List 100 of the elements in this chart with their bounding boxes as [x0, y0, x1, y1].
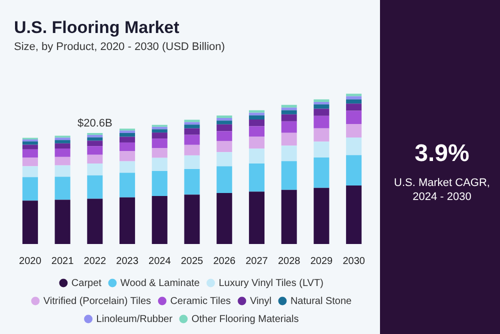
bar: [346, 96, 362, 100]
legend-label: Ceramic Tiles: [170, 296, 231, 307]
x-tick-label: 2025: [180, 256, 204, 267]
bar: [248, 148, 264, 164]
bar: [54, 148, 70, 157]
bar: [281, 121, 297, 133]
bar: [54, 176, 70, 200]
text: 3.9%: [414, 140, 470, 168]
bar: [120, 172, 136, 198]
bar: [184, 155, 200, 169]
bar: [248, 115, 264, 120]
bar: [54, 140, 70, 144]
bar: [87, 134, 103, 138]
bar: [281, 161, 297, 190]
bar: [120, 197, 136, 244]
bar: [152, 196, 168, 244]
bar: [248, 164, 264, 192]
chart-title: U.S. Flooring Market: [14, 18, 180, 37]
x-tick-label: 2021: [51, 256, 74, 267]
x-tick-label: 2027: [246, 256, 268, 267]
bar: [184, 124, 200, 128]
bar: [314, 128, 330, 142]
bar: [346, 104, 362, 111]
bar: [120, 133, 136, 137]
bar: [216, 124, 232, 132]
bar: [281, 104, 297, 108]
bar: [87, 198, 103, 244]
bar: [281, 132, 297, 146]
bar: [346, 155, 362, 186]
bar: [216, 120, 232, 124]
bar: [87, 175, 103, 199]
bar: [248, 192, 264, 244]
bar: [216, 118, 232, 121]
bar: [281, 108, 297, 110]
bar: [22, 144, 38, 150]
bar: [87, 154, 103, 164]
bar: [120, 130, 136, 134]
bar: [22, 141, 38, 145]
x-tick-label: 2028: [278, 256, 301, 267]
bar: [54, 200, 70, 244]
bar: [22, 158, 38, 166]
legend-label: Vinyl: [250, 296, 272, 307]
bar: [314, 188, 330, 244]
legend-label: Other Flooring Materials: [191, 314, 299, 325]
bar: [248, 126, 264, 137]
chart-subtitle: Size, by Product, 2020 - 2030 (USD Billion): [14, 41, 225, 54]
bar: [281, 110, 297, 114]
bar: [22, 200, 38, 244]
x-tick-label: 2030: [342, 256, 366, 267]
bar: [54, 156, 70, 166]
bar: [184, 194, 200, 244]
bar: [346, 185, 362, 244]
x-tick-label: 2024: [148, 256, 172, 267]
bar: [152, 129, 168, 133]
bar: [184, 144, 200, 156]
bar: [216, 193, 232, 244]
legend-label: Linoleum/Rubber: [96, 314, 174, 325]
legend-label: Vitrified (Porcelain) Tiles: [43, 296, 152, 307]
legend-label: Natural Stone: [290, 296, 352, 307]
bar: [152, 158, 168, 172]
bar: [314, 158, 330, 188]
legend-label: Wood & Laminate: [120, 278, 200, 289]
x-tick-label: 2029: [310, 256, 334, 267]
bar: [346, 110, 362, 124]
bar: [22, 177, 38, 201]
bar: [54, 138, 70, 140]
bar: [248, 136, 264, 149]
bar: [314, 108, 330, 116]
x-tick-label: 2023: [116, 256, 139, 267]
bar: [216, 166, 232, 194]
bar: [314, 142, 330, 158]
bar: [314, 99, 330, 102]
bar: [216, 152, 232, 166]
bar: [152, 148, 168, 158]
text: U.S. Market CAGR, 2024 - 2030: [394, 176, 490, 205]
bar: [248, 112, 264, 116]
bar: [346, 94, 362, 96]
bar: [314, 104, 330, 109]
bar: [184, 168, 200, 195]
bar: [120, 151, 136, 162]
bar: [87, 164, 103, 176]
annotation: $20.6B: [77, 117, 112, 130]
bar: [184, 134, 200, 145]
x-tick-label: 2020: [19, 256, 42, 267]
bar: [184, 128, 200, 135]
bar: [346, 138, 362, 156]
bar: [152, 138, 168, 148]
bar: [281, 114, 297, 122]
bar: [87, 137, 103, 141]
bar: [87, 146, 103, 155]
bar: [22, 149, 38, 158]
x-tick-label: 2022: [84, 256, 106, 267]
bar: [120, 161, 136, 173]
bar: [281, 190, 297, 244]
bar: [248, 119, 264, 126]
bar: [346, 124, 362, 138]
bar: [87, 140, 103, 146]
bar: [120, 142, 136, 152]
bar: [184, 122, 200, 125]
legend-label: Luxury Vinyl Tiles (LVT): [218, 278, 324, 289]
